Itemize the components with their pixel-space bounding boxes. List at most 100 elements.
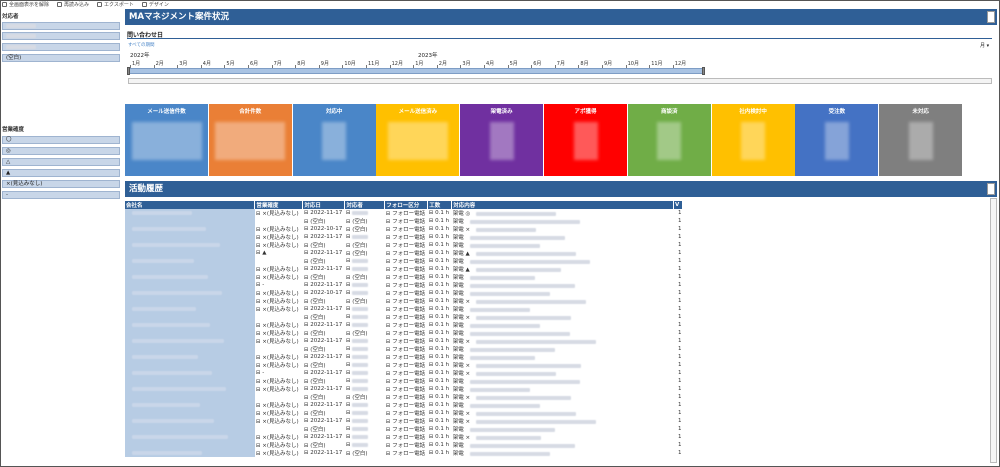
timeline-month-label[interactable]: 5月	[509, 61, 518, 67]
table-row[interactable]: ⊟ (空白) ⊟ ⊟ フォロー電話 ⊟ 0.1 h 架電 1	[125, 425, 683, 433]
kpi-card[interactable]: アポ獲得	[544, 104, 627, 176]
table-row[interactable]: ⊟ ▲ ⊟ 2022-11-17 ⊟ (空白) ⊟ フォロー電話 ⊟ 0.1 h 架電 ▲…	[125, 249, 683, 257]
table-row[interactable]: ⊟ ×(見込みなし) ⊟ (空白) ⊟ ⊟ フォロー電話 ⊟ 0.1 h 架電 × 1	[125, 409, 683, 417]
cell-owner: ⊟	[345, 257, 385, 265]
filter-owner-item[interactable]	[2, 32, 120, 40]
cell-date-text: ⊟ (空白)	[303, 347, 326, 353]
timeline-month-label[interactable]: 12月	[391, 61, 403, 67]
table-row[interactable]: ⊟ ×(見込みなし) ⊟ 2022-11-17 ⊟ ⊟ フォロー電話 ⊟ 0.1 h 架電…	[125, 433, 683, 441]
filter-probability-item[interactable]: -	[2, 191, 120, 199]
toolbar-reload[interactable]: 再読み込み	[57, 1, 89, 8]
table-row[interactable]: ⊟ ×(見込みなし) ⊟ 2022-11-17 ⊟ ⊟ フォロー電話 ⊟ 0.1 h 架電…	[125, 265, 683, 273]
table-row[interactable]: ⊟ ×(見込みなし) ⊟ 2022-10-17 ⊟ ⊟ フォロー電話 ⊟ 0.1 h 架電…	[125, 289, 683, 297]
table-row[interactable]: ⊟ (空白) ⊟ ⊟ フォロー電話 ⊟ 0.1 h 架電 × 1	[125, 313, 683, 321]
timeline-month-label[interactable]: 4月	[202, 61, 211, 67]
timeline-month-label[interactable]: 6月	[533, 61, 542, 67]
kpi-card[interactable]: メール送信済み	[376, 104, 460, 176]
timeline-scrollbar[interactable]	[128, 78, 992, 84]
timeline-range-bar[interactable]	[128, 68, 703, 74]
timeline-month-label[interactable]: 12月	[674, 61, 687, 67]
filter-owner-item-blank[interactable]: (空白)	[2, 54, 120, 62]
col-follow[interactable]: フォロー区分	[384, 201, 429, 209]
table-row[interactable]: ⊟ ×(見込みなし) ⊟ (空白) ⊟ (空白) ⊟ フォロー電話 ⊟ 0.1 h 架電 1	[125, 329, 683, 337]
table-row[interactable]: ⊟ ×(見込みなし) ⊟ (空白) ⊟ (空白) ⊟ フォロー電話 ⊟ 0.1 h 架電 1	[125, 241, 683, 249]
col-v[interactable]: V	[673, 201, 684, 209]
table-row[interactable]: ⊟ ×(見込みなし) ⊟ 2022-11-17 ⊟ (空白) ⊟ フォロー電話 ⊟ 0.…	[125, 449, 683, 457]
col-hours[interactable]: 工数	[427, 201, 453, 209]
kpi-card[interactable]: 受注数	[795, 104, 879, 176]
kpi-card[interactable]: 商談済	[627, 104, 711, 176]
timeline-month-label[interactable]: 8月	[297, 61, 306, 67]
timeline-month-label[interactable]: 9月	[320, 61, 329, 67]
table-row[interactable]: ⊟ ×(見込みなし) ⊟ (空白) ⊟ (空白) ⊟ フォロー電話 ⊟ 0.1 h 架電 1	[125, 273, 683, 281]
cell-date-text: ⊟ 2022-11-17	[303, 402, 343, 408]
table-row[interactable]: ⊟ ×(見込みなし) ⊟ (空白) ⊟ ⊟ フォロー電話 ⊟ 0.1 h 架電 × 1	[125, 361, 683, 369]
timeline-month-label[interactable]: 3月	[179, 61, 188, 67]
timeline-start-handle[interactable]	[127, 67, 130, 75]
table-row[interactable]: ⊟ ×(見込みなし) ⊟ 2022-11-17 ⊟ ⊟ フォロー電話 ⊟ 0.1 h 架電…	[125, 305, 683, 313]
col-date[interactable]: 対応日	[302, 201, 346, 209]
filter-probability-item[interactable]: ◎	[2, 147, 120, 155]
timeline-month-label[interactable]: 2月	[155, 61, 164, 67]
toolbar-fullscreen[interactable]: 全画面表示を解除	[2, 1, 49, 8]
menu-icon[interactable]	[987, 11, 995, 23]
table-row[interactable]: ⊟ ×(見込みなし) ⊟ 2022-10-17 ⊟ (空白) ⊟ フォロー電話 ⊟ 0.…	[125, 225, 683, 233]
timeline-month-label[interactable]: 7月	[556, 61, 565, 67]
kpi-card[interactable]: 合計件数	[208, 104, 292, 176]
timeline-month-label[interactable]: 3月	[462, 61, 471, 67]
col-owner[interactable]: 対応者	[344, 201, 386, 209]
timeline-month-label[interactable]: 5月	[226, 61, 235, 67]
timeline-end-handle[interactable]	[702, 67, 705, 75]
col-content[interactable]: 対応内容	[451, 201, 674, 209]
table-row[interactable]: ⊟ (空白) ⊟ (空白) ⊟ フォロー電話 ⊟ 0.1 h 架電 1	[125, 217, 683, 225]
filter-probability-item[interactable]: 〇	[2, 136, 120, 144]
cell-follow-text: ⊟ フォロー電話	[385, 363, 426, 369]
table-row[interactable]: ⊟ ×(見込みなし) ⊟ (空白) ⊟ ⊟ フォロー電話 ⊟ 0.1 h 架電 1	[125, 377, 683, 385]
timeline-month-label[interactable]: 1月	[415, 61, 424, 67]
table-row[interactable]: ⊟ (空白) ⊟ (空白) ⊟ フォロー電話 ⊟ 0.1 h 架電 × 1	[125, 393, 683, 401]
timeline-month-label[interactable]: 10月	[344, 61, 356, 67]
activity-menu-icon[interactable]	[987, 183, 995, 195]
table-row[interactable]: ⊟ ×(見込みなし) ⊟ 2022-11-17 ⊟ ⊟ フォロー電話 ⊟ 0.1 h 架電…	[125, 321, 683, 329]
toolbar-design[interactable]: デザイン	[141, 1, 169, 8]
table-row[interactable]: ⊟ ×(見込みなし) ⊟ 2022-11-17 ⊟ ⊟ フォロー電話 ⊟ 0.1 h 架電…	[125, 385, 683, 393]
filter-probability-item[interactable]: ×(見込みなし)	[2, 180, 120, 188]
table-row[interactable]: ⊟ (空白) ⊟ ⊟ フォロー電話 ⊟ 0.1 h 架電 1	[125, 345, 683, 353]
page-scrollbar[interactable]	[990, 198, 997, 463]
table-row[interactable]: ⊟ ×(見込みなし) ⊟ 2022-11-17 ⊟ ⊟ フォロー電話 ⊟ 0.1 h 架電…	[125, 417, 683, 425]
timeline-month-label[interactable]: 11月	[651, 61, 663, 67]
timeline-month-label[interactable]: 4月	[486, 61, 495, 67]
timeline-unit-select[interactable]: 月 ▾	[980, 43, 990, 49]
filter-probability-item[interactable]: ▲	[2, 169, 120, 177]
table-row[interactable]: ⊟ ×(見込みなし) ⊟ 2022-11-17 ⊟ ⊟ フォロー電話 ⊟ 0.1 h 架電…	[125, 233, 683, 241]
timeline-month-label[interactable]: 9月	[604, 61, 613, 67]
kpi-card[interactable]: 社内検討中	[711, 104, 795, 176]
table-row[interactable]: ⊟ ×(見込みなし) ⊟ 2022-11-17 ⊟ ⊟ フォロー電話 ⊟ 0.1 h 架電…	[125, 337, 683, 345]
timeline-all-periods[interactable]: すべての期間	[128, 43, 155, 48]
timeline-month-label[interactable]: 11月	[368, 61, 380, 67]
table-row[interactable]: ⊟ - ⊟ 2022-11-17 ⊟ ⊟ フォロー電話 ⊟ 0.1 h 架電 × 1	[125, 369, 683, 377]
table-row[interactable]: ⊟ ×(見込みなし) ⊟ 2022-11-17 ⊟ ⊟ フォロー電話 ⊟ 0.1 h 架電…	[125, 401, 683, 409]
timeline-month-label[interactable]: 1月	[132, 61, 141, 67]
kpi-card[interactable]: 架電済み	[460, 104, 544, 176]
toolbar-export[interactable]: エクスポート	[97, 1, 134, 8]
timeline-month-label[interactable]: 10月	[627, 61, 639, 67]
col-probability[interactable]: 営業確度	[254, 201, 304, 209]
timeline-month-label[interactable]: 7月	[273, 61, 282, 67]
table-row[interactable]: ⊟ (空白) ⊟ ⊟ フォロー電話 ⊟ 0.1 h 架電 1	[125, 257, 683, 265]
table-row[interactable]: ⊟ ×(見込みなし) ⊟ (空白) ⊟ ⊟ フォロー電話 ⊟ 0.1 h 架電 1	[125, 441, 683, 449]
filter-owner-item[interactable]	[2, 22, 120, 30]
col-company[interactable]: 会社名	[125, 201, 256, 209]
filter-probability-item[interactable]: △	[2, 158, 120, 166]
table-row[interactable]: ⊟ ×(見込みなし) ⊟ (空白) ⊟ (空白) ⊟ フォロー電話 ⊟ 0.1 h 架電 …	[125, 297, 683, 305]
timeline-month-label[interactable]: 6月	[250, 61, 259, 67]
kpi-card[interactable]: 未対応	[879, 104, 963, 176]
table-row[interactable]: ⊟ ×(見込みなし) ⊟ 2022-11-17 ⊟ ⊟ フォロー電話 ⊟ 0.1 h 架電…	[125, 209, 683, 217]
table-row[interactable]: ⊟ ×(見込みなし) ⊟ 2022-11-17 ⊟ ⊟ フォロー電話 ⊟ 0.1 h 架電…	[125, 353, 683, 361]
table-row[interactable]: ⊟ - ⊟ 2022-11-17 ⊟ ⊟ フォロー電話 ⊟ 0.1 h 架電 1	[125, 281, 683, 289]
kpi-card[interactable]: 対応中	[292, 104, 376, 176]
timeline-month-label[interactable]: 2月	[438, 61, 447, 67]
kpi-card[interactable]: メール送信件数	[125, 104, 208, 176]
filter-owner-item[interactable]	[2, 43, 120, 51]
timeline-month-label[interactable]: 8月	[580, 61, 589, 67]
